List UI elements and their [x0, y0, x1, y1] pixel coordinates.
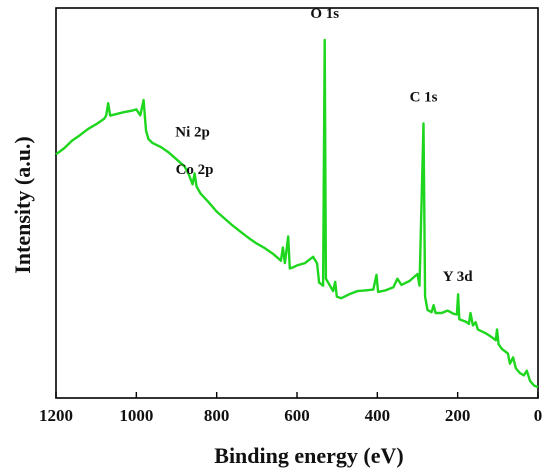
peak-label: Ni 2p [175, 125, 210, 141]
series-layer [55, 38, 539, 389]
peak-label: C 1s [410, 90, 438, 106]
x-tick-label: 800 [204, 406, 230, 425]
peak-annotations: O 1s C 1s Ni 2p Co 2p Y 3d [175, 6, 473, 285]
x-tick-label: 200 [445, 406, 471, 425]
spectrum-line [55, 38, 539, 389]
x-tick-label: 600 [284, 406, 310, 425]
y-axis-title: Intensity (a.u.) [10, 136, 35, 274]
x-tick-label: 1000 [119, 406, 153, 425]
x-axis-title: Binding energy (eV) [214, 443, 403, 468]
x-tick-label: 400 [365, 406, 391, 425]
plot-border [55, 7, 539, 399]
x-tick-label: 1200 [39, 406, 73, 425]
peak-label: O 1s [310, 6, 339, 22]
peak-label: Y 3d [443, 269, 474, 285]
plot-frame [55, 7, 539, 399]
x-axis: 1200 1000 800 600 400 200 0 [39, 392, 542, 425]
peak-label: Co 2p [176, 162, 214, 178]
x-tick-label: 0 [534, 406, 543, 425]
